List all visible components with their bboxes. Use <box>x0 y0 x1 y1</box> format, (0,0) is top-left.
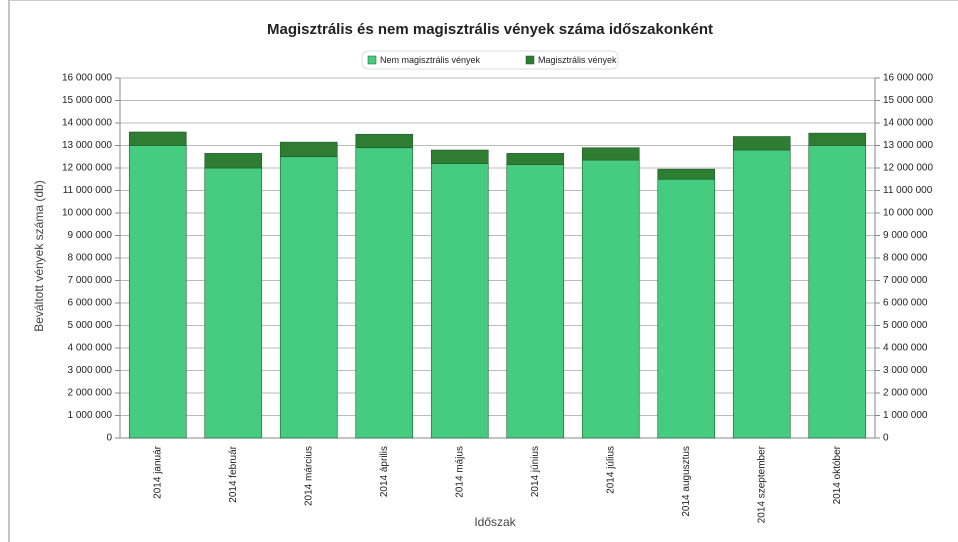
x-tick-label: 2014 október <box>832 445 843 504</box>
y2-tick-label: 14 000 000 <box>883 118 933 129</box>
bar <box>204 153 263 169</box>
legend-swatch <box>525 55 535 65</box>
y2-tick-label: 1 000 000 <box>883 410 928 421</box>
bar <box>581 147 640 161</box>
y-tick-label: 15 000 000 <box>62 95 112 106</box>
bar <box>506 153 565 165</box>
y-tick-label: 1 000 000 <box>68 410 113 421</box>
x-tick-label: 2014 augusztus <box>681 446 692 517</box>
y2-tick-label: 7 000 000 <box>883 275 928 286</box>
y-tick-label: 12 000 000 <box>62 163 112 174</box>
x-tick-label: 2014 március <box>303 446 314 506</box>
y-tick-label: 10 000 000 <box>62 208 112 219</box>
y2-tick-label: 12 000 000 <box>883 163 933 174</box>
y2-tick-label: 11 000 000 <box>883 185 933 196</box>
legend-swatch <box>367 55 377 65</box>
bar <box>732 149 791 439</box>
y2-tick-label: 2 000 000 <box>883 388 928 399</box>
bar <box>732 136 791 151</box>
y2-tick-label: 6 000 000 <box>883 298 928 309</box>
y2-tick-label: 0 <box>883 433 889 444</box>
x-tick-label: 2014 január <box>152 445 163 498</box>
chart-title: Magisztrális és nem magisztrális vények … <box>267 21 713 38</box>
x-tick-label: 2014 július <box>605 446 616 494</box>
y-axis-title: Beváltott vények száma (db) <box>32 180 46 331</box>
y-tick-label: 6 000 000 <box>68 298 113 309</box>
x-axis-title: Időszak <box>474 515 516 529</box>
y2-tick-label: 3 000 000 <box>883 365 928 376</box>
bar <box>657 178 716 439</box>
y-tick-label: 4 000 000 <box>68 343 113 354</box>
y-tick-label: 14 000 000 <box>62 118 112 129</box>
bar <box>657 168 716 180</box>
y-tick-label: 13 000 000 <box>62 140 112 151</box>
x-tick-label: 2014 május <box>454 446 465 498</box>
bar <box>279 156 338 439</box>
x-tick-label: 2014 április <box>379 446 390 497</box>
y-tick-label: 16 000 000 <box>62 73 112 84</box>
bar <box>128 145 187 439</box>
y2-tick-label: 8 000 000 <box>883 253 928 264</box>
bar <box>279 141 338 158</box>
y-tick-label: 8 000 000 <box>68 253 113 264</box>
y2-tick-label: 10 000 000 <box>883 208 933 219</box>
bar <box>128 131 187 146</box>
bar <box>355 133 414 149</box>
bar <box>581 159 640 439</box>
y2-tick-label: 13 000 000 <box>883 140 933 151</box>
y2-tick-label: 15 000 000 <box>883 95 933 106</box>
y2-tick-label: 4 000 000 <box>883 343 928 354</box>
x-tick-label: 2014 június <box>530 446 541 497</box>
y-tick-label: 2 000 000 <box>68 388 113 399</box>
bar <box>506 164 565 439</box>
bar <box>204 167 263 439</box>
y-tick-label: 7 000 000 <box>68 275 113 286</box>
bar <box>430 149 489 164</box>
bar <box>808 145 867 439</box>
legend-box <box>361 50 619 70</box>
bar <box>808 132 867 146</box>
y2-tick-label: 16 000 000 <box>883 73 933 84</box>
y2-tick-label: 5 000 000 <box>883 320 928 331</box>
x-tick-label: 2014 február <box>228 445 239 502</box>
legend-label: Magisztrális vények <box>538 55 617 65</box>
bar <box>355 147 414 439</box>
x-tick-label: 2014 szeptember <box>756 445 767 523</box>
y-tick-label: 11 000 000 <box>63 185 113 196</box>
y-tick-label: 9 000 000 <box>68 230 113 241</box>
bar <box>430 163 489 439</box>
y-tick-label: 5 000 000 <box>68 320 113 331</box>
y-tick-label: 0 <box>106 433 112 444</box>
legend-label: Nem magisztrális vények <box>380 55 481 65</box>
y-tick-label: 3 000 000 <box>68 365 113 376</box>
y2-tick-label: 9 000 000 <box>883 230 928 241</box>
